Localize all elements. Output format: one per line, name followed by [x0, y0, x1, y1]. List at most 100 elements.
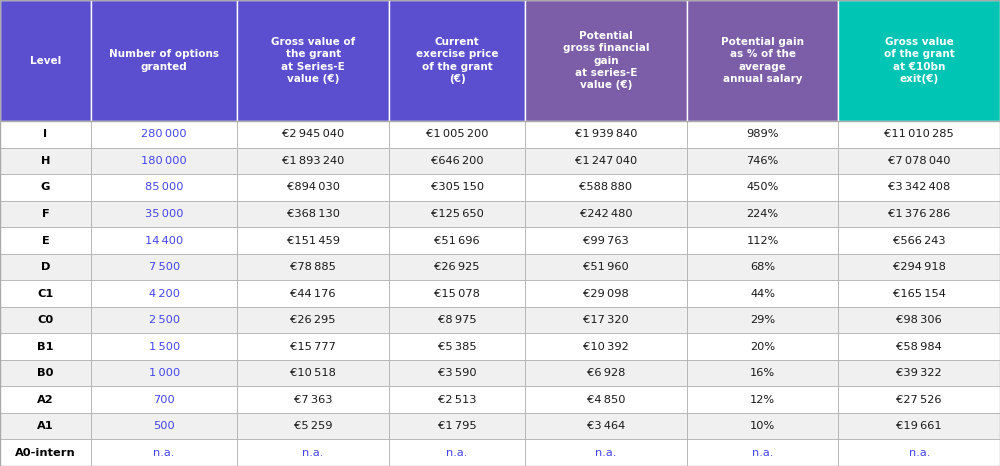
Text: €8 975: €8 975	[438, 315, 476, 325]
Text: €39 322: €39 322	[896, 368, 942, 378]
Bar	[0, 148, 91, 174]
Bar	[525, 386, 687, 413]
Bar	[91, 360, 237, 386]
Text: D: D	[41, 262, 50, 272]
Bar	[687, 413, 838, 439]
Bar	[91, 227, 237, 254]
Text: E: E	[42, 235, 49, 246]
Text: €15 078: €15 078	[434, 288, 480, 299]
Bar	[838, 439, 1000, 466]
Text: €58 984: €58 984	[896, 342, 942, 352]
Text: F: F	[42, 209, 49, 219]
Bar	[389, 439, 525, 466]
Text: 44%: 44%	[750, 288, 775, 299]
Text: 29%: 29%	[750, 315, 775, 325]
Bar	[0, 307, 91, 333]
Bar	[237, 281, 389, 307]
Bar	[0, 413, 91, 439]
Text: €15 777: €15 777	[290, 342, 336, 352]
Text: 16%: 16%	[750, 368, 775, 378]
Bar	[525, 307, 687, 333]
Bar	[525, 121, 687, 148]
Text: 10%: 10%	[750, 421, 775, 431]
Bar	[389, 227, 525, 254]
Bar	[525, 360, 687, 386]
Text: €5 259: €5 259	[294, 421, 332, 431]
Text: €1 939 840: €1 939 840	[575, 130, 637, 139]
Bar	[687, 360, 838, 386]
Bar	[237, 413, 389, 439]
Bar	[687, 0, 838, 121]
Bar	[237, 227, 389, 254]
Bar	[0, 121, 91, 148]
Text: €646 200: €646 200	[431, 156, 483, 166]
Text: €6 928: €6 928	[587, 368, 625, 378]
Text: 20%: 20%	[750, 342, 775, 352]
Text: €1 795: €1 795	[438, 421, 476, 431]
Bar	[525, 413, 687, 439]
Bar	[838, 307, 1000, 333]
Text: H: H	[41, 156, 50, 166]
Bar	[687, 148, 838, 174]
Text: 14 400: 14 400	[145, 235, 183, 246]
Text: Current
exercise price
of the grant
(€): Current exercise price of the grant (€)	[416, 37, 498, 84]
Bar	[389, 174, 525, 201]
Bar	[91, 174, 237, 201]
Text: 12%: 12%	[750, 395, 775, 404]
Bar	[389, 201, 525, 227]
Bar	[838, 201, 1000, 227]
Bar	[687, 307, 838, 333]
Text: 700: 700	[153, 395, 175, 404]
Text: €78 885: €78 885	[290, 262, 336, 272]
Text: €151 459: €151 459	[287, 235, 340, 246]
Text: €4 850: €4 850	[587, 395, 625, 404]
Text: B1: B1	[37, 342, 54, 352]
Bar	[525, 201, 687, 227]
Text: 224%: 224%	[747, 209, 779, 219]
Text: €125 650: €125 650	[431, 209, 484, 219]
Text: €7 363: €7 363	[294, 395, 332, 404]
Bar	[0, 439, 91, 466]
Text: €368 130: €368 130	[287, 209, 340, 219]
Text: 746%: 746%	[747, 156, 779, 166]
Text: €17 320: €17 320	[583, 315, 629, 325]
Bar	[838, 174, 1000, 201]
Bar	[91, 333, 237, 360]
Bar	[0, 360, 91, 386]
Text: €10 392: €10 392	[583, 342, 629, 352]
Bar	[237, 148, 389, 174]
Bar	[237, 439, 389, 466]
Bar	[91, 0, 237, 121]
Bar	[389, 0, 525, 121]
Bar	[838, 227, 1000, 254]
Text: 1 500: 1 500	[149, 342, 180, 352]
Bar	[91, 439, 237, 466]
Bar	[91, 121, 237, 148]
Bar	[237, 0, 389, 121]
Text: €10 518: €10 518	[290, 368, 336, 378]
Text: Gross value
of the grant
at €10bn
exit(€): Gross value of the grant at €10bn exit(€…	[884, 37, 955, 84]
Bar	[0, 0, 91, 121]
Text: €29 098: €29 098	[583, 288, 629, 299]
Text: 280 000: 280 000	[141, 130, 187, 139]
Text: €26 925: €26 925	[434, 262, 480, 272]
Text: €1 893 240: €1 893 240	[282, 156, 344, 166]
Bar	[838, 360, 1000, 386]
Text: €1 376 286: €1 376 286	[888, 209, 950, 219]
Bar	[838, 254, 1000, 281]
Bar	[838, 121, 1000, 148]
Bar	[687, 121, 838, 148]
Text: 4 200: 4 200	[149, 288, 180, 299]
Text: €3 590: €3 590	[438, 368, 476, 378]
Text: 180 000: 180 000	[141, 156, 187, 166]
Bar	[237, 360, 389, 386]
Bar	[0, 227, 91, 254]
Bar	[525, 254, 687, 281]
Text: €588 880: €588 880	[579, 183, 633, 192]
Bar	[687, 174, 838, 201]
Text: €894 030: €894 030	[287, 183, 340, 192]
Text: Gross value of
the grant
at Series-E
value (€): Gross value of the grant at Series-E val…	[271, 37, 355, 84]
Text: €98 306: €98 306	[896, 315, 942, 325]
Text: €11 010 285: €11 010 285	[884, 130, 954, 139]
Text: C1: C1	[37, 288, 54, 299]
